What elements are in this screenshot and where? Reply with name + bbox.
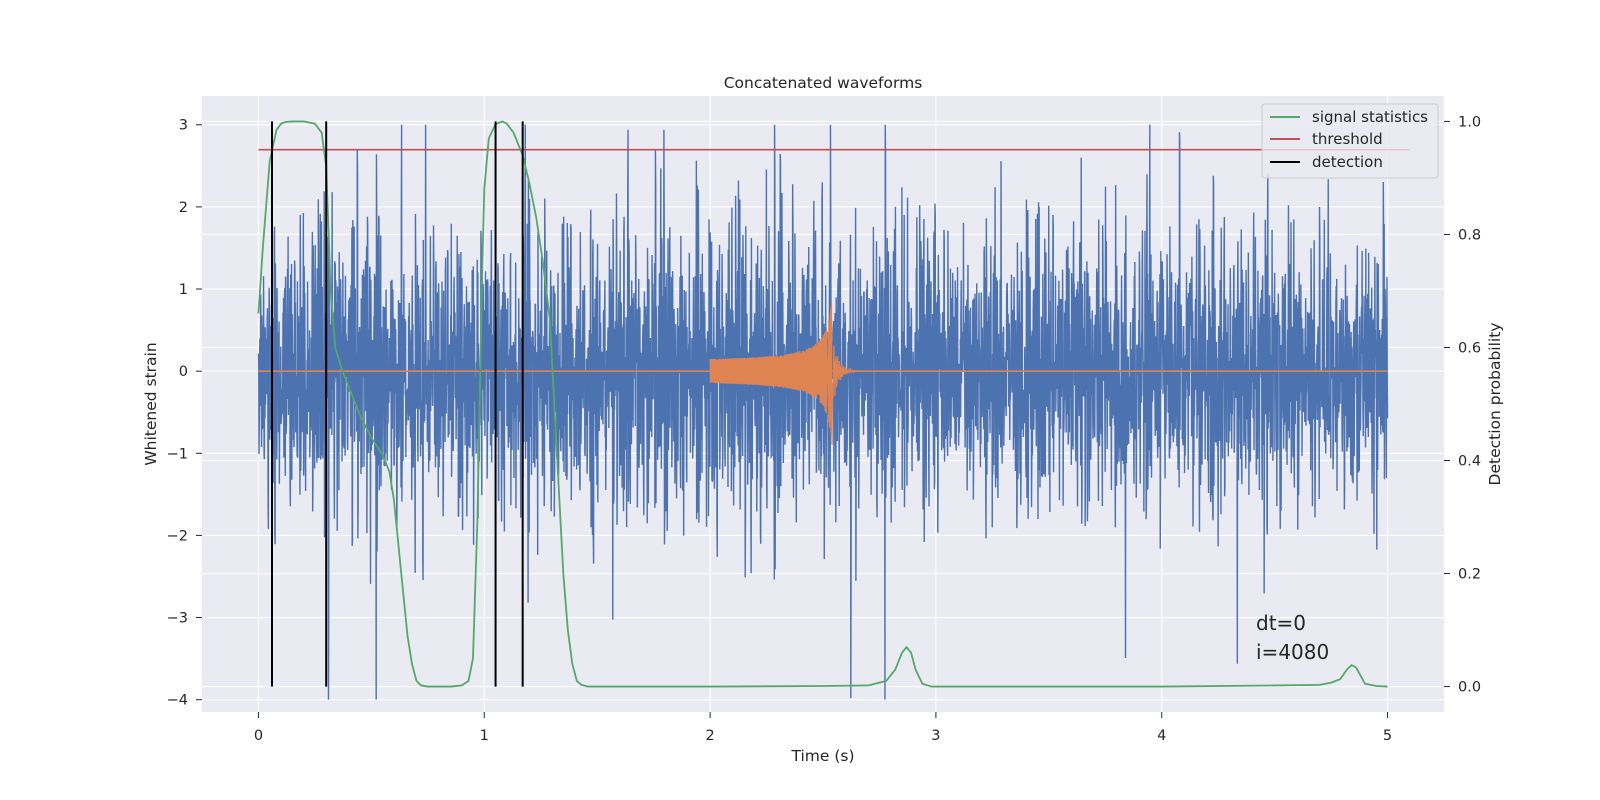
x-tick-label: 5 xyxy=(1383,728,1392,744)
y-tick-label: −3 xyxy=(167,611,188,627)
y-axis-label: Whitened strain xyxy=(142,342,160,465)
x-axis-label: Time (s) xyxy=(790,747,854,765)
chart-title: Concatenated waveforms xyxy=(724,74,923,92)
x-tick-label: 3 xyxy=(931,728,940,744)
legend-label-detection: detection xyxy=(1312,153,1383,171)
annotation-dt: dt=0 xyxy=(1256,611,1306,635)
y-tick-label: −1 xyxy=(167,446,188,462)
y-tick-label: −2 xyxy=(167,528,188,544)
signal-statistics-line xyxy=(257,120,1388,688)
signal-statistics-series xyxy=(257,120,1388,688)
y2-tick-label: 0.0 xyxy=(1458,680,1481,696)
y2-axis-label: Detection probability xyxy=(1486,323,1504,486)
y2-tick-label: 0.6 xyxy=(1458,340,1481,356)
y2-tick-label: 0.2 xyxy=(1458,567,1481,583)
y2-tick-label: 0.8 xyxy=(1458,227,1481,243)
legend: signal statistics threshold detection xyxy=(1261,103,1439,179)
x-tick-label: 1 xyxy=(480,728,489,744)
y-tick-label: 3 xyxy=(179,118,188,134)
legend-box xyxy=(1261,103,1439,179)
y-tick-label: 2 xyxy=(179,200,188,216)
legend-label-signal-statistics: signal statistics xyxy=(1312,108,1428,126)
chirp-trace xyxy=(709,302,900,445)
annotation-index: i=4080 xyxy=(1256,640,1329,664)
legend-label-threshold: threshold xyxy=(1312,130,1383,148)
x-tick-label: 2 xyxy=(705,728,714,744)
y2-axis-ticks: 0.0 0.2 0.4 0.6 0.8 1.0 xyxy=(1444,114,1481,696)
detection-series xyxy=(271,121,524,687)
y2-tick-label: 1.0 xyxy=(1458,114,1481,130)
x-tick-label: 0 xyxy=(254,728,263,744)
y-tick-label: 0 xyxy=(179,364,188,380)
y-tick-label: −4 xyxy=(167,693,188,709)
y2-tick-label: 0.4 xyxy=(1458,454,1481,470)
x-tick-label: 4 xyxy=(1157,728,1166,744)
y-axis-ticks: −4 −3 −2 −1 0 1 2 3 xyxy=(167,118,202,709)
x-axis-ticks: 0 1 2 3 4 5 xyxy=(254,712,1392,744)
chirp-series xyxy=(258,302,1388,445)
y-tick-label: 1 xyxy=(179,282,188,298)
